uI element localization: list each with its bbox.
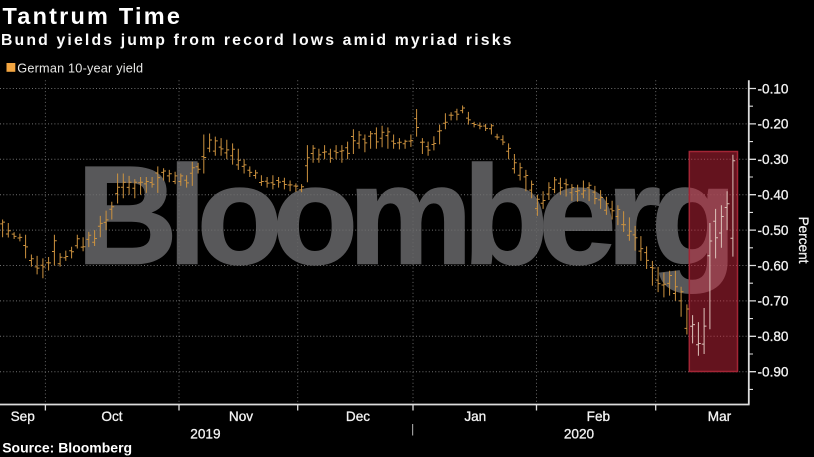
svg-text:-0.80: -0.80 [758, 329, 789, 344]
svg-text:Feb: Feb [587, 409, 610, 424]
svg-text:Bloomberg: Bloomberg [77, 137, 737, 294]
svg-text:Tantrum Time: Tantrum Time [3, 3, 183, 29]
svg-text:German 10-year yield: German 10-year yield [17, 61, 143, 75]
svg-text:2020: 2020 [564, 427, 595, 442]
svg-text:-0.70: -0.70 [758, 294, 789, 309]
svg-text:-0.40: -0.40 [758, 188, 789, 203]
svg-text:Percent: Percent [796, 217, 811, 264]
svg-text:-0.20: -0.20 [758, 117, 789, 132]
svg-text:Bund yields jump from record l: Bund yields jump from record lows amid m… [1, 32, 514, 49]
svg-text:-0.30: -0.30 [758, 152, 789, 167]
svg-text:Jan: Jan [464, 409, 486, 424]
svg-text:Source: Bloomberg: Source: Bloomberg [2, 440, 132, 456]
svg-text:-0.90: -0.90 [758, 365, 789, 380]
svg-text:Mar: Mar [708, 409, 732, 424]
svg-text:2019: 2019 [190, 427, 220, 442]
svg-text:Nov: Nov [229, 409, 253, 424]
svg-text:Oct: Oct [101, 409, 122, 424]
svg-text:-0.10: -0.10 [758, 81, 789, 96]
svg-text:Sep: Sep [11, 409, 35, 424]
svg-text:-0.60: -0.60 [758, 258, 789, 273]
svg-text:-0.50: -0.50 [758, 223, 789, 238]
svg-text:Dec: Dec [346, 409, 370, 424]
